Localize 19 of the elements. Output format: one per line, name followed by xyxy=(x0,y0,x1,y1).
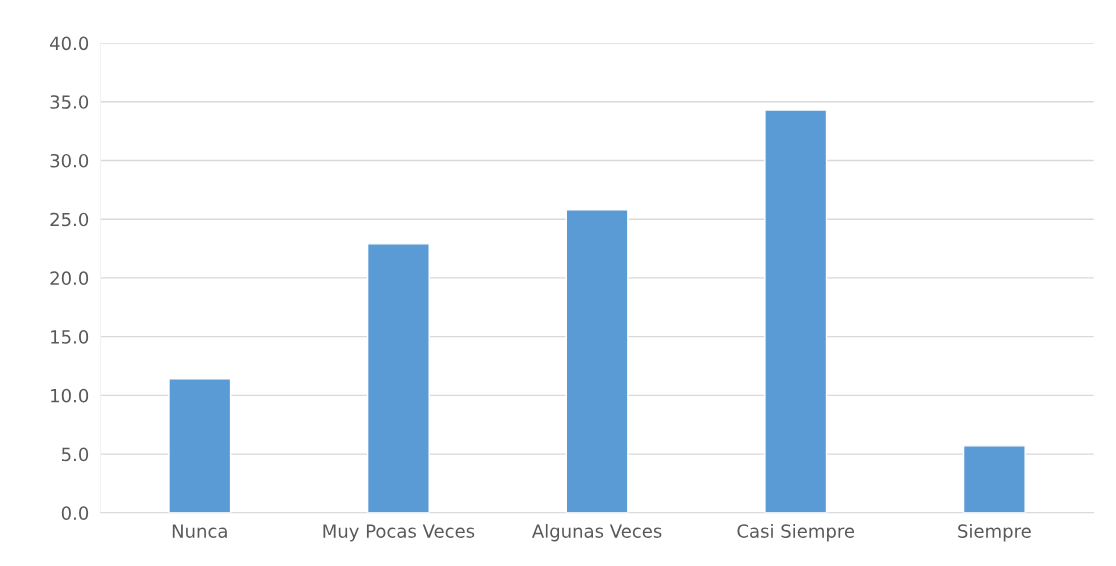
x-tick-label: Muy Pocas Veces xyxy=(323,524,475,542)
y-tick-label: 40.0 xyxy=(50,36,89,51)
y-tick-label: 10.0 xyxy=(51,388,89,403)
x-tick-label: Casi Siempre xyxy=(737,523,855,542)
y-tick-label: 0.0 xyxy=(61,506,89,520)
bar xyxy=(168,378,232,513)
y-tick-label: 25.0 xyxy=(50,212,89,227)
y-tick-label: 5.0 xyxy=(62,447,89,462)
x-tick-label: Nunca xyxy=(172,524,227,538)
x-tick-label: Algunas Veces xyxy=(531,523,662,542)
y-tick-label: 30.0 xyxy=(50,153,89,168)
bar xyxy=(962,445,1026,513)
bar xyxy=(366,243,430,513)
y-tick-label: 35.0 xyxy=(50,95,89,109)
y-tick-label: 20.0 xyxy=(50,271,89,286)
bar xyxy=(764,109,828,513)
bar xyxy=(565,209,629,513)
x-tick-label: Siempre xyxy=(958,523,1031,542)
y-tick-label: 15.0 xyxy=(51,330,89,344)
